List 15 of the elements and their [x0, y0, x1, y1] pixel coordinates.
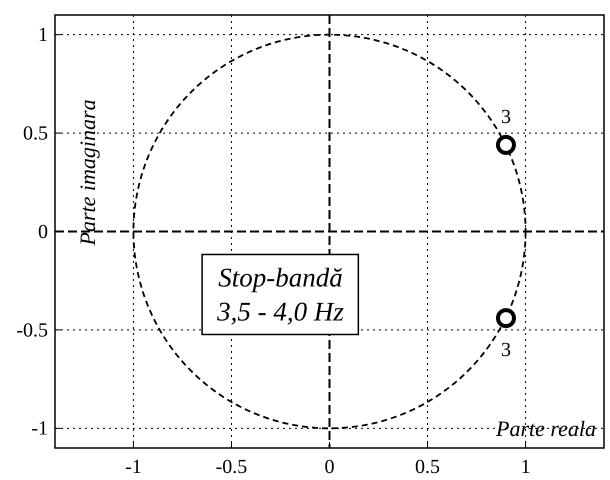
y-tick-label: 0.5	[23, 122, 48, 144]
annotation: 3	[500, 106, 511, 128]
y-tick-label: -0.5	[16, 319, 48, 342]
x-tick-label: -0.5	[216, 456, 248, 478]
y-tick-label: 1	[38, 24, 48, 46]
x-axis-title: Parte reala	[495, 416, 596, 441]
x-tick-label: 0.5	[415, 456, 440, 478]
annotation: Stop-bandă 3,5 - 4,0 Hz	[216, 262, 344, 326]
annotation: 3	[500, 339, 511, 362]
x-tick-label: 0	[324, 456, 334, 478]
y-axis-title: Parte imaginara	[75, 99, 100, 246]
x-tick-label: -1	[125, 456, 142, 478]
y-tick-label: 0	[38, 220, 48, 243]
y-tick-label: -1	[31, 418, 48, 440]
x-tick-label: 1	[520, 456, 531, 478]
